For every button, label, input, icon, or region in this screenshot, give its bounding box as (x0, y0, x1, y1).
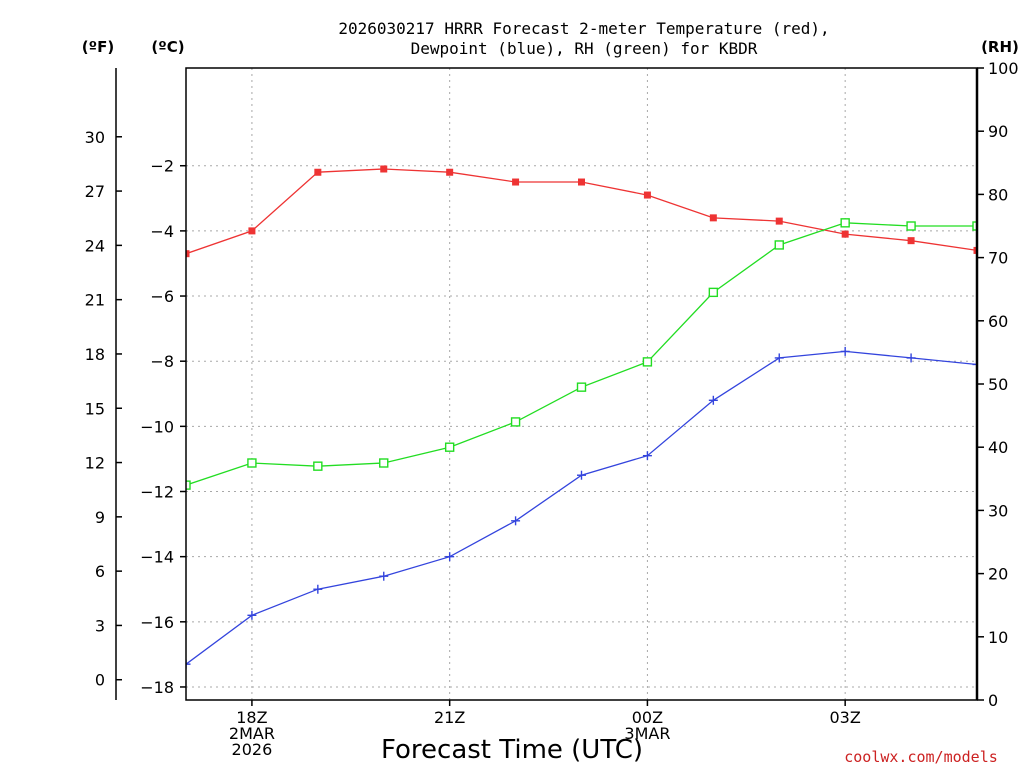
x-tick-label: 2MAR (229, 724, 275, 743)
x-tick-label: 18Z (236, 708, 267, 727)
2-meter-temperature-point (314, 168, 322, 176)
celsius-tick-label: −18 (140, 678, 174, 697)
dewpoint-point (247, 610, 257, 620)
rh-tick-label: 80 (988, 185, 1008, 204)
dewpoint-point (972, 359, 977, 369)
2-meter-temperature-point (512, 178, 520, 186)
dewpoint-point (511, 516, 521, 526)
x-tick-label: 3MAR (624, 724, 670, 743)
2-meter-temperature-point (709, 214, 717, 222)
dewpoint-point (186, 659, 191, 669)
celsius-tick-label: −12 (140, 483, 174, 502)
rh-tick-label: 20 (988, 565, 1008, 584)
axes: 0102030405060708090100−18−16−14−12−10−8−… (85, 59, 1019, 759)
gridlines (186, 68, 977, 700)
rh-tick-label: 40 (988, 438, 1008, 457)
relative-humidity-point (313, 461, 323, 471)
2-meter-temperature-point (973, 246, 977, 254)
celsius-axis-unit: (ºC) (151, 38, 184, 56)
rh-axis-unit: (RH) (981, 38, 1019, 56)
rh-tick-label: 0 (988, 691, 998, 710)
fahrenheit-tick-label: 0 (95, 671, 105, 690)
relative-humidity-point (247, 458, 257, 468)
celsius-tick-label: −4 (150, 222, 174, 241)
celsius-tick-label: −8 (150, 352, 174, 371)
credit-link[interactable]: coolwx.com/models (844, 748, 998, 766)
rh-tick-label: 10 (988, 628, 1008, 647)
chart-title-line-2: Dewpoint (blue), RH (green) for KBDR (411, 39, 758, 58)
celsius-tick-label: −2 (150, 157, 174, 176)
series-layer (186, 165, 977, 669)
fahrenheit-tick-label: 21 (85, 291, 105, 310)
relative-humidity-point (576, 382, 587, 392)
relative-humidity-point (708, 287, 719, 298)
rh-tick-label: 70 (988, 249, 1008, 268)
dewpoint-line (186, 350, 977, 665)
fahrenheit-tick-label: 9 (95, 508, 105, 527)
dewpoint-point (642, 451, 652, 461)
relative-humidity-point (906, 221, 916, 231)
fahrenheit-tick-label: 15 (85, 399, 105, 418)
fahrenheit-axis-unit: (ºF) (82, 38, 114, 56)
fahrenheit-tick-label: 6 (95, 562, 105, 581)
dewpoint-point (379, 571, 389, 581)
x-axis-title: Forecast Time (UTC) (381, 735, 643, 765)
series-clip-group (186, 165, 977, 669)
2-meter-temperature-line (186, 168, 977, 255)
relative-humidity-point (972, 221, 977, 231)
dewpoint-point (708, 395, 718, 405)
fahrenheit-tick-label: 27 (85, 182, 105, 201)
fahrenheit-tick-label: 12 (85, 454, 105, 473)
celsius-tick-label: −16 (140, 613, 174, 632)
x-tick-label: 03Z (830, 708, 861, 727)
2-meter-temperature-point (380, 165, 388, 173)
2-meter-temperature-point (775, 217, 783, 225)
celsius-tick-label: −10 (140, 417, 174, 436)
rh-tick-label: 100 (988, 59, 1019, 78)
relative-humidity-point (774, 240, 784, 250)
x-tick-label: 2026 (232, 740, 273, 759)
relative-humidity-point (510, 417, 521, 427)
fahrenheit-tick-label: 3 (95, 616, 105, 635)
celsius-tick-label: −6 (150, 287, 174, 306)
dewpoint-point (445, 552, 455, 562)
chart-title: 2026030217 HRRR Forecast 2-meter Tempera… (338, 19, 829, 58)
dewpoint-point (313, 584, 323, 594)
2-meter-temperature-point (186, 250, 190, 258)
2-meter-temperature-point (907, 237, 915, 245)
dewpoint-point (774, 353, 784, 363)
relative-humidity-point (642, 357, 653, 367)
2-meter-temperature-point (841, 230, 849, 238)
relative-humidity-point (186, 480, 191, 490)
chart-title-line-1: 2026030217 HRRR Forecast 2-meter Tempera… (338, 19, 829, 38)
relative-humidity-line (186, 222, 977, 486)
rh-tick-label: 50 (988, 375, 1008, 394)
relative-humidity-point (379, 458, 389, 468)
2-meter-temperature-point (248, 227, 256, 235)
x-tick-label: 00Z (632, 708, 663, 727)
x-tick-label: 21Z (434, 708, 465, 727)
rh-tick-label: 30 (988, 501, 1008, 520)
dewpoint-point (577, 470, 586, 480)
2-meter-temperature-point (446, 168, 454, 176)
2-meter-temperature-point (643, 191, 651, 199)
relative-humidity-point (444, 442, 455, 452)
rh-tick-label: 90 (988, 122, 1008, 141)
fahrenheit-tick-label: 30 (85, 128, 105, 147)
fahrenheit-tick-label: 18 (85, 345, 105, 364)
2-meter-temperature-point (578, 178, 585, 186)
dewpoint-point (906, 353, 916, 363)
celsius-tick-label: −14 (140, 548, 174, 567)
rh-tick-label: 60 (988, 312, 1008, 331)
relative-humidity-point (840, 218, 850, 228)
fahrenheit-tick-label: 24 (85, 236, 105, 255)
dewpoint-point (840, 346, 850, 356)
